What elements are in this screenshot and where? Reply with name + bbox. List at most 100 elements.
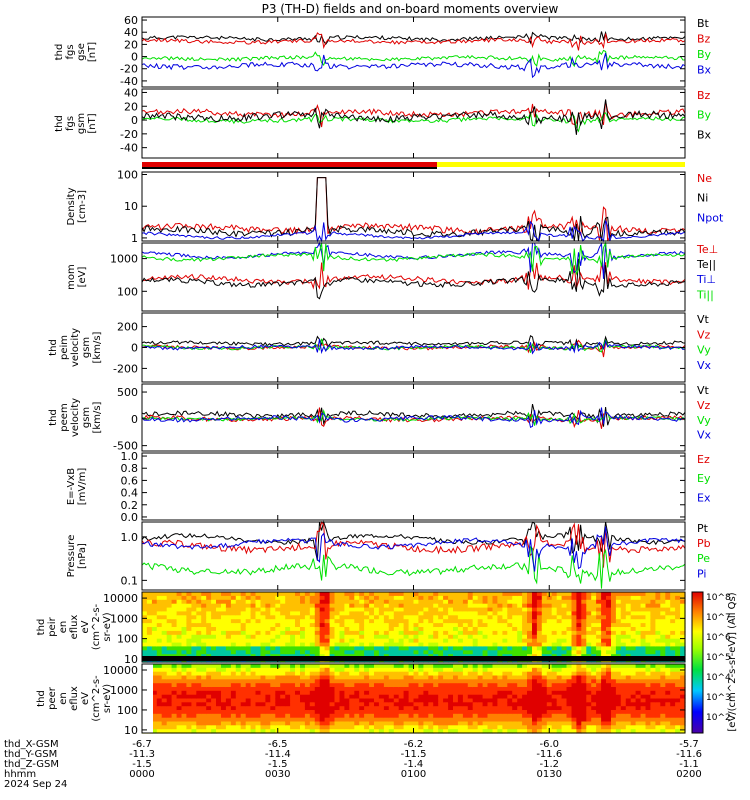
heatmap-cell <box>349 630 355 636</box>
heatmap-cell <box>191 623 197 628</box>
heatmap-cell <box>566 599 572 605</box>
heatmap-cell <box>630 650 637 655</box>
heatmap-cell <box>620 615 627 620</box>
heatmap-cell <box>304 679 311 684</box>
heatmap-cell <box>625 706 632 711</box>
heatmap-cell <box>443 679 449 684</box>
heatmap-cell <box>151 664 158 669</box>
heatmap-cell <box>581 623 587 628</box>
heatmap-cell <box>635 627 642 632</box>
heatmap-cell <box>146 630 153 636</box>
heatmap-cell <box>388 729 395 734</box>
heatmap-cell <box>630 690 637 696</box>
heatmap-cell <box>230 713 237 719</box>
y-axis-label-line: mom <box>66 264 77 290</box>
heatmap-cell <box>492 698 498 703</box>
heatmap-cell <box>670 725 676 730</box>
heatmap-cell <box>181 611 187 616</box>
heatmap-cell <box>467 721 474 726</box>
heatmap-cell <box>240 725 247 730</box>
heatmap-cell <box>497 595 503 601</box>
heatmap-cell <box>161 664 168 669</box>
heatmap-cell <box>413 611 419 616</box>
heatmap-cell <box>571 675 577 680</box>
heatmap-cell <box>275 706 281 711</box>
heatmap-cell <box>181 679 187 684</box>
heatmap-cell <box>467 675 474 680</box>
heatmap-cell <box>467 683 474 688</box>
heatmap-cell <box>635 642 642 648</box>
heatmap-cell <box>596 690 602 696</box>
heatmap-cell <box>517 607 523 613</box>
y-axis-label-line: thd <box>48 409 59 426</box>
heatmap-cell <box>359 627 365 632</box>
heatmap-cell <box>660 725 666 730</box>
heatmap-cell <box>522 671 528 677</box>
heatmap-cell <box>181 702 187 707</box>
heatmap-cell <box>334 638 340 644</box>
heatmap-cell <box>532 634 538 640</box>
heatmap-cell <box>295 710 301 715</box>
series-line-vt <box>141 403 686 427</box>
heatmap-cell <box>546 627 553 632</box>
heatmap-cell <box>270 664 276 669</box>
heatmap-cell <box>675 630 681 636</box>
heatmap-cell <box>566 603 572 609</box>
heatmap-cell <box>448 729 454 734</box>
heatmap-cell <box>349 671 355 677</box>
heatmap-cell <box>660 650 666 655</box>
heatmap-cell <box>300 717 306 723</box>
heatmap-cell <box>517 664 523 669</box>
heatmap-cell <box>186 611 192 616</box>
heatmap-cell <box>235 713 242 719</box>
heatmap-cell <box>334 710 340 715</box>
heatmap-cell <box>221 683 227 688</box>
heatmap-cell <box>507 623 513 628</box>
heatmap-cell <box>438 634 444 640</box>
heatmap-cell <box>418 710 424 715</box>
heatmap-cell <box>344 615 350 620</box>
heatmap-cell <box>186 690 192 696</box>
heatmap-cell <box>398 603 405 609</box>
heatmap-cell <box>280 615 286 620</box>
heatmap-cell <box>344 694 350 700</box>
heatmap-cell <box>655 615 661 620</box>
heatmap-cell <box>566 690 572 696</box>
heatmap-cell <box>551 721 558 726</box>
heatmap-cell <box>250 615 257 620</box>
heatmap-cell <box>453 603 459 609</box>
heatmap-cell <box>477 623 484 628</box>
heatmap-cell <box>566 642 572 648</box>
heatmap-cell <box>201 667 207 673</box>
heatmap-cell <box>156 687 163 692</box>
heatmap-cell <box>364 619 370 624</box>
heatmap-cell <box>201 664 207 669</box>
heatmap-cell <box>413 675 419 680</box>
heatmap-cell <box>374 690 380 696</box>
heatmap-cell <box>670 664 676 669</box>
heatmap-cell <box>216 592 222 597</box>
heatmap-cell <box>319 729 326 734</box>
heatmap-cell <box>166 694 173 700</box>
heatmap-cell <box>591 646 597 651</box>
heatmap-cell <box>344 671 350 677</box>
heatmap-cell <box>280 627 286 632</box>
heatmap-cell <box>640 675 647 680</box>
heatmap-cell <box>606 611 612 616</box>
heatmap-cell <box>206 650 212 655</box>
heatmap-cell <box>492 694 498 700</box>
heatmap-cell <box>221 607 227 613</box>
heatmap-cell <box>571 615 577 620</box>
heatmap-cell <box>146 603 153 609</box>
heatmap-cell <box>240 687 247 692</box>
heatmap-cell <box>502 650 508 655</box>
heatmap-cell <box>611 642 617 648</box>
heatmap-cell <box>290 623 296 628</box>
y-axis-label-line: [cm-3] <box>77 190 88 223</box>
heatmap-cell <box>561 595 568 601</box>
heatmap-cell <box>191 717 197 723</box>
heatmap-cell <box>329 646 336 651</box>
heatmap-cell <box>309 706 316 711</box>
heatmap-cell <box>620 627 627 632</box>
heatmap-cell <box>378 721 385 726</box>
